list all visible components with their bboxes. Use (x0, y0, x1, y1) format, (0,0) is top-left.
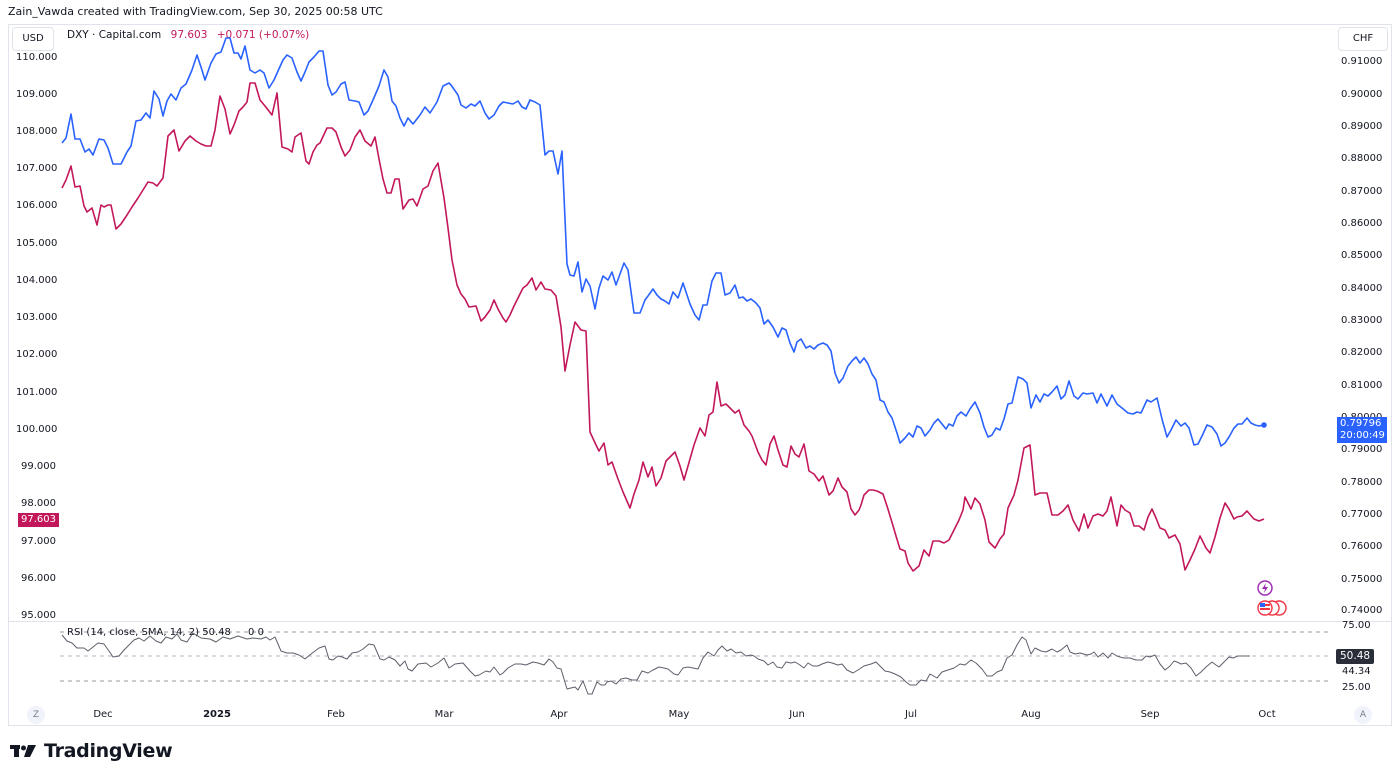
right-tick: 0.81000 (1341, 380, 1383, 391)
pane-divider[interactable] (9, 621, 1391, 622)
time-label: Aug (1021, 709, 1041, 720)
time-label: Jun (789, 709, 805, 720)
right-tick: 0.74000 (1341, 605, 1383, 616)
chart-attribution: Zain_Vawda created with TradingView.com,… (8, 5, 383, 18)
time-label: May (668, 709, 690, 720)
time-label: Feb (327, 709, 345, 720)
time-label: Mar (434, 709, 454, 720)
right-tick: 0.89000 (1341, 121, 1383, 132)
left-tick: 101.000 (16, 387, 58, 398)
right-tick: 0.75000 (1341, 574, 1383, 585)
right-tick: 0.90000 (1341, 89, 1383, 100)
usdchf-last-price-tag: 0.79796 20:00:49 (1337, 417, 1387, 443)
bar-countdown: 20:00:49 (1340, 430, 1385, 441)
tradingview-brand-text: TradingView (44, 740, 173, 762)
legend-value: 97.603 (170, 29, 208, 41)
tradingview-logo-icon (10, 745, 36, 757)
rsi-legend-extra: 0 0 (248, 627, 264, 638)
usdchf-price: 0.79796 (1340, 418, 1382, 429)
right-tick: 0.76000 (1341, 541, 1383, 552)
rsi-value-tag: 50.48 (1336, 649, 1375, 664)
right-tick: 0.83000 (1341, 315, 1383, 326)
left-tick: 107.000 (16, 163, 58, 174)
lightning-glyph-icon (1262, 583, 1268, 593)
right-tick: 0.88000 (1341, 153, 1383, 164)
left-tick: 98.000 (21, 498, 56, 509)
dxy-line (61, 82, 1265, 572)
right-currency-button[interactable]: CHF (1338, 27, 1388, 51)
legend-change: +0.071 (+0.07%) (216, 29, 310, 41)
left-tick: 106.000 (16, 200, 58, 211)
time-label: Jul (904, 709, 918, 720)
rsi-legend[interactable]: RSI (14, close, SMA, 14, 2) 50.48 0 0 (67, 627, 264, 638)
left-tick: 95.000 (21, 610, 56, 621)
right-tick: 0.78000 (1341, 477, 1383, 488)
rsi-line (61, 632, 1250, 695)
auto-scale-button[interactable]: A (1354, 706, 1372, 724)
rsi-tick-25: 25.00 (1342, 682, 1371, 693)
left-tick: 109.000 (16, 89, 58, 100)
rsi-tick-sma: 44.34 (1342, 666, 1371, 677)
right-tick: 0.91000 (1341, 56, 1383, 67)
time-label: Dec (93, 709, 113, 720)
rsi-tick-75: 75.00 (1342, 620, 1371, 631)
usdchf-last-point (1261, 422, 1267, 428)
left-tick: 102.000 (16, 349, 58, 360)
time-label: Apr (550, 709, 568, 720)
time-label: 2025 (203, 709, 231, 720)
left-tick: 110.000 (16, 52, 58, 63)
left-tick: 96.000 (21, 573, 56, 584)
left-tick: 104.000 (16, 275, 58, 286)
series-legend[interactable]: DXY · Capital.com 97.603 +0.071 (+0.07%) (67, 29, 309, 41)
right-tick: 0.84000 (1341, 283, 1383, 294)
left-tick: 99.000 (21, 461, 56, 472)
right-tick: 0.87000 (1341, 186, 1383, 197)
left-tick: 105.000 (16, 238, 58, 249)
right-tick: 0.79000 (1341, 444, 1383, 455)
right-tick: 0.77000 (1341, 509, 1383, 520)
usdchf-line (61, 37, 1265, 447)
left-tick: 97.000 (21, 536, 56, 547)
left-currency-button[interactable]: USD (12, 27, 54, 51)
chart-frame (8, 24, 1392, 726)
right-tick: 0.85000 (1341, 250, 1383, 261)
right-tick: 0.86000 (1341, 218, 1383, 229)
left-tick: 103.000 (16, 312, 58, 323)
time-label: Sep (1140, 709, 1160, 720)
time-label: Oct (1258, 709, 1276, 720)
zoom-reset-button[interactable]: Z (27, 706, 45, 724)
dxy-last-price-tag: 97.603 (18, 513, 59, 527)
legend-symbol: DXY · Capital.com (67, 29, 162, 41)
rsi-legend-label: RSI (14, close, SMA, 14, 2) 50.48 (67, 627, 231, 638)
tradingview-logo[interactable]: TradingView (10, 740, 173, 762)
right-tick: 0.82000 (1341, 347, 1383, 358)
left-tick: 108.000 (16, 126, 58, 137)
left-tick: 100.000 (16, 424, 58, 435)
